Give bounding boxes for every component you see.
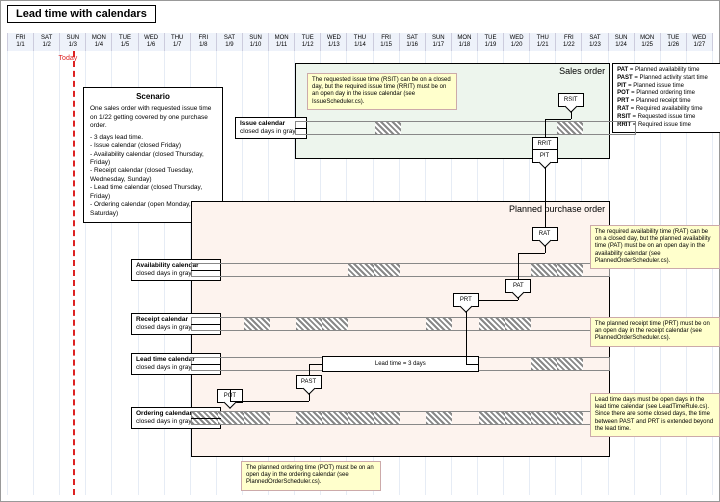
note-3: The planned receipt time (PRT) must be o… [590,317,720,347]
avail-calendar-row [191,263,611,277]
issue-calendar-row [295,121,636,135]
pit-node: PIT [532,149,558,163]
rsit-node: RSIT [558,93,584,107]
receipt-calendar-row [191,317,611,331]
scenario-heading: Scenario [90,92,216,102]
today-line [73,51,75,495]
past-node: PAST [296,375,322,389]
note-4: Lead time days must be open days in the … [590,393,720,437]
scenario-intro: One sales order with requested issue tim… [90,105,216,130]
page: Lead time with calendars FRI1/1SAT1/2SUN… [0,0,720,502]
day-header: FRI1/1SAT1/2SUN1/3MON1/4TUE1/5WED1/6THU1… [7,33,713,51]
sales-region-title: Sales order [559,66,605,76]
note-1: The requested issue time (RSIT) can be o… [307,73,457,110]
pat-node: PAT [505,279,531,293]
rat-node: RAT [532,227,558,241]
note-5: The planned ordering time (POT) must be … [241,461,381,491]
note-2: The required availability time (RAT) can… [590,225,720,269]
po-region-title: Planned purchase order [509,204,605,214]
prt-node: PRT [453,293,479,307]
leadtime-box: Lead time = 3 days [322,356,479,372]
page-title: Lead time with calendars [7,5,156,23]
today-label: Today [59,55,78,62]
ordering-calendar-row [191,411,611,425]
